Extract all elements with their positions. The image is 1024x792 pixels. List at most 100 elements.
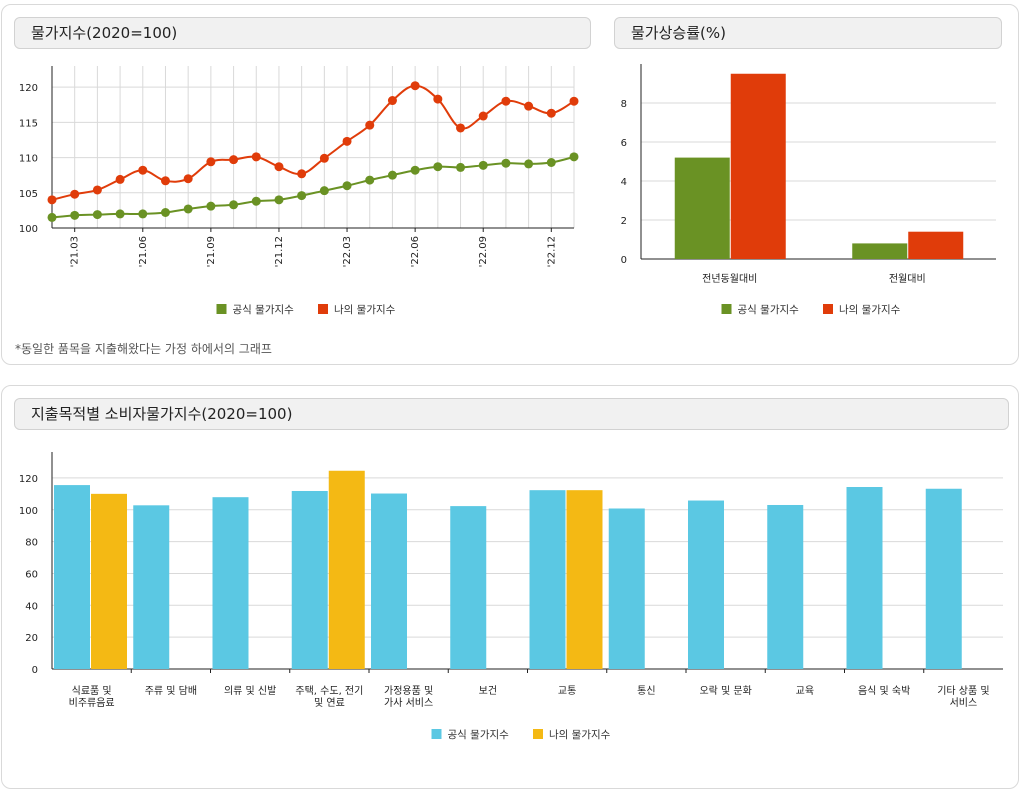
cat-category-label: 주류 및 담배 [145,685,197,697]
line-point-0 [206,201,216,211]
rate-bar-1 [730,73,786,259]
line-point-1 [229,155,239,165]
rate-ytick-label: 8 [621,99,627,110]
line-point-1 [274,162,284,172]
line-xtick-label: '22.03 [342,236,353,267]
line-point-0 [297,191,307,201]
line-point-1 [70,189,80,199]
cat-ytick-label: 20 [25,633,38,644]
cat-category-label: 주택, 수도, 전기 [295,685,363,697]
rate-ytick-label: 4 [621,177,627,188]
line-xtick-label: '22.12 [546,236,557,267]
line-point-1 [138,165,148,175]
line-series-0 [51,155,575,219]
cat-category-label: 가정용품 및 [384,685,433,697]
line-series-1 [51,84,575,201]
line-point-1 [501,96,511,106]
cat-bar-0 [450,506,487,669]
cat-category-label: 기타 상품 및 [937,685,989,697]
line-point-0 [160,208,170,218]
rate-category-label: 전년동월대비 [702,273,757,285]
line-ytick-label: 105 [19,189,38,200]
cat-bar-0 [608,508,645,669]
line-legend-label-1: 나의 물가지수 [334,304,396,316]
cat-category-label: 교통 [558,685,576,697]
line-point-0 [138,209,148,219]
cat-category-label: 가사 서비스 [384,697,433,709]
line-ytick-label: 110 [19,154,38,165]
cat-ytick-label: 120 [19,474,38,485]
cat-bar-0 [925,488,962,669]
price-index-card: 물가지수(2020=100) 물가상승률(%) *동일한 품목을 지출해왔다는 … [1,4,1019,365]
line-ytick-label: 115 [19,118,38,129]
line-point-1 [251,152,261,162]
line-ytick-label: 100 [19,224,38,235]
line-legend-swatch-1 [318,304,328,314]
cat-category-label: 식료품 및 [72,685,112,697]
line-point-0 [456,162,466,172]
line-point-1 [342,136,352,146]
line-point-1 [47,195,57,205]
line-point-1 [319,153,329,163]
line-legend-swatch-0 [216,304,227,314]
cat-bar-1 [566,490,603,669]
chart-note: *동일한 품목을 지출해왔다는 가정 하에서의 그래프 [15,342,272,356]
cat-category-label: 의류 및 신발 [224,685,276,697]
line-point-1 [433,94,443,104]
line-point-1 [365,120,375,130]
rate-category-label: 전월대비 [889,273,926,285]
rate-ytick-label: 0 [621,255,627,266]
cat-bar-0 [529,490,566,669]
line-xtick-label: '22.09 [478,236,489,267]
line-xtick-label: '22.06 [410,236,421,267]
cat-bar-1 [328,470,365,669]
line-xtick-label: '21.06 [138,236,149,267]
rate-legend-swatch-1 [823,304,833,314]
line-point-0 [319,186,329,196]
cat-bar-0 [767,504,804,669]
rate-ytick-label: 2 [621,216,627,227]
rate-legend-label-0: 공식 물가지수 [738,304,800,316]
line-point-0 [342,181,352,191]
line-point-1 [160,176,170,186]
category-panel-title: 지출목적별 소비자물가지수(2020=100) [14,398,1009,430]
cat-ytick-label: 0 [32,665,38,676]
line-xtick-label: '21.12 [274,236,285,267]
line-point-1 [410,81,420,91]
line-point-0 [115,209,125,219]
rate-legend-swatch-0 [721,304,732,314]
cat-legend-swatch-0 [431,729,442,739]
cat-bar-0 [212,497,249,669]
rate-bar-1 [908,231,964,259]
rate-ytick-label: 6 [621,138,627,149]
cat-category-label: 보건 [479,685,497,697]
cat-legend-label-1: 나의 물가지수 [549,729,611,741]
line-legend-label-0: 공식 물가지수 [233,304,295,316]
line-point-1 [456,123,466,133]
cat-category-label: 음식 및 숙박 [858,685,910,697]
index-panel-title: 물가지수(2020=100) [14,17,591,49]
cat-legend-label-0: 공식 물가지수 [448,729,510,741]
cat-category-label: 비주류음료 [69,697,115,709]
rate-bar-0 [852,243,908,259]
line-point-1 [297,169,307,179]
rate-legend-label-1: 나의 물가지수 [839,304,901,316]
line-point-0 [478,160,488,170]
cat-category-label: 통신 [637,685,655,697]
line-point-0 [251,196,261,206]
line-point-0 [92,210,102,220]
cat-bar-0 [846,486,883,669]
line-point-1 [115,174,125,184]
cat-category-label: 교육 [796,685,814,697]
line-point-0 [546,157,556,167]
line-point-0 [387,170,397,180]
line-point-1 [206,157,216,167]
rate-panel-title: 물가상승률(%) [614,17,1002,49]
line-point-0 [433,162,443,172]
cat-legend-swatch-1 [533,729,543,739]
cat-bar-1 [91,493,127,669]
cat-bar-0 [688,500,724,669]
line-point-0 [274,195,284,205]
